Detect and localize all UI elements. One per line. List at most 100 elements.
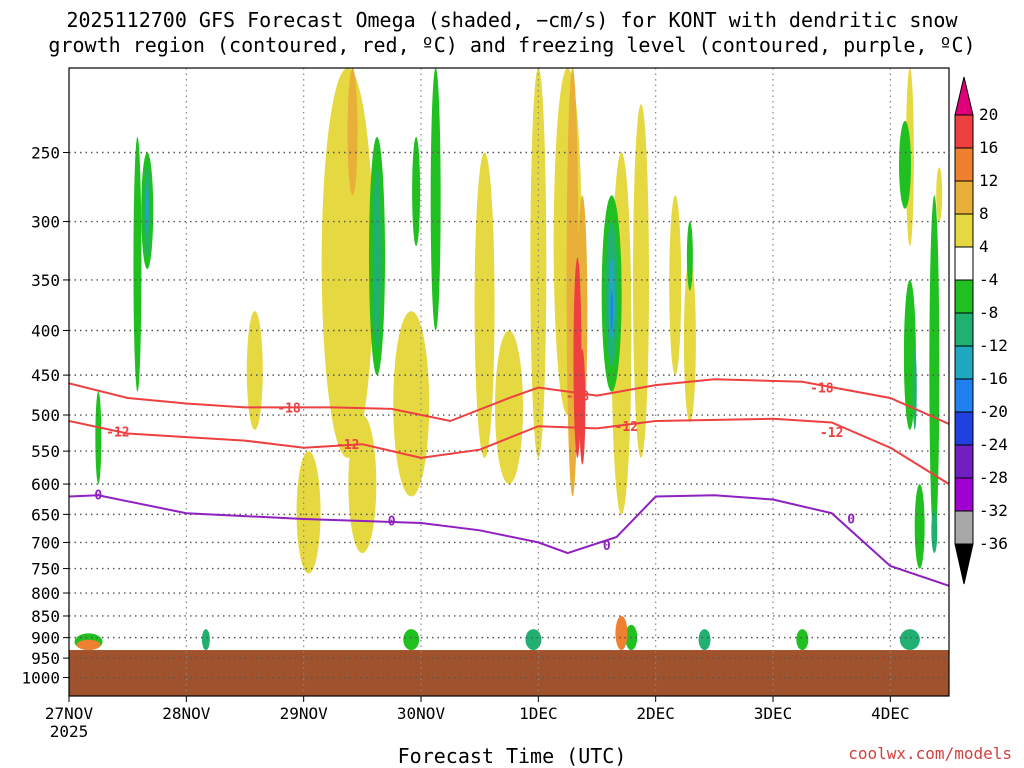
colorbar-bin-2: [954, 147, 974, 182]
y-tick-label-500: 500: [31, 406, 60, 425]
colorbar-label-9: -20: [979, 402, 1008, 421]
shade-yellow-14: [936, 167, 943, 222]
y-tick-label-750: 750: [31, 560, 60, 579]
x-tick-label-30NOV: 30NOV: [397, 704, 446, 723]
x-tick-label-29NOV: 29NOV: [280, 704, 329, 723]
shade-yellow-0: [321, 68, 374, 458]
plot-frame: [68, 67, 950, 697]
contour-label-2-3: 0: [847, 512, 855, 527]
shade-teal-1: [373, 167, 381, 349]
contour-label-0-0: -18: [277, 401, 301, 416]
x-tick-label-1DEC: 1DEC: [519, 704, 558, 723]
y-tick-label-600: 600: [31, 475, 60, 494]
shade-green-9: [914, 484, 925, 569]
y-tick-label-800: 800: [31, 584, 60, 603]
shade-yellow-2: [474, 152, 495, 458]
x-tick-label-28NOV: 28NOV: [162, 704, 211, 723]
colorbar-bin-1: [954, 114, 974, 149]
chart-title-line-1: 2025112700 GFS Forecast Omega (shaded, −…: [66, 8, 958, 32]
shade-yellow-4: [530, 68, 547, 458]
colorbar-label-12: -32: [979, 501, 1008, 520]
contour-line-1: [69, 417, 949, 485]
y-tick-label-1000: 1000: [21, 669, 60, 688]
shade-yellow-10: [348, 415, 377, 554]
shade-teal-3: [931, 508, 938, 554]
credit-text: coolwx.com/models: [848, 744, 1012, 763]
colorbar-label-13: -36: [979, 534, 1008, 553]
shade-surface-3: [525, 629, 542, 651]
contour-layer: -18 -18 -18 -12 -12 -12 -12 0 0 0 0: [69, 378, 949, 587]
axes: 250 300 350 400 450 500 550 600 650 700 750 800 850 9…: [21, 144, 909, 741]
shade-yellow-8: [669, 195, 682, 376]
y-tick-label-250: 250: [31, 144, 60, 163]
shade-blue-0: [610, 290, 613, 331]
colorbar-bin-13: [954, 510, 974, 545]
colorbar-label-6: -8: [979, 303, 998, 322]
colorbar-label-7: -12: [979, 336, 1008, 355]
shade-surface-2: [403, 629, 420, 651]
contour-label-1-1: -12: [336, 438, 359, 453]
colorbar-bin-7: [954, 312, 974, 347]
contour-label-2-0: 0: [94, 489, 102, 504]
colorbar-label-3: 8: [979, 204, 989, 223]
shade-surface-5: [698, 629, 711, 651]
x-axis-label: Forecast Time (UTC): [397, 744, 627, 768]
shade-yellow-1: [393, 311, 430, 497]
y-tick-label-650: 650: [31, 505, 60, 524]
omega-shading-layer: [74, 68, 943, 651]
shade-surface-orange-1: [615, 615, 628, 651]
contour-label-1-3: -12: [820, 426, 843, 441]
colorbar-bin-3: [954, 180, 974, 215]
below-ground-layer: [69, 650, 949, 696]
contour-label-1-0: -12: [106, 425, 129, 440]
colorbar-bin-5: [954, 246, 974, 281]
x-tick-label-4DEC: 4DEC: [871, 704, 910, 723]
contour-label-0-1: -18: [566, 390, 590, 405]
y-tick-label-700: 700: [31, 533, 60, 552]
colorbar-label-10: -24: [979, 435, 1008, 454]
shade-surface-1: [201, 629, 210, 651]
colorbar-label-5: -4: [979, 270, 998, 289]
shade-yellow-9: [296, 451, 321, 574]
shade-green-3: [430, 68, 441, 331]
shade-green-11: [95, 391, 102, 485]
colorbar-label-1: 16: [979, 138, 998, 157]
shade-green-6: [686, 221, 693, 291]
grid-lines: [69, 68, 949, 696]
y-tick-label-450: 450: [31, 366, 60, 385]
colorbar-bin-4: [954, 213, 974, 248]
x-tick-sublabel-27NOV: 2025: [50, 722, 89, 741]
shade-orange-2: [347, 68, 358, 196]
contour-line-2: [69, 494, 949, 587]
x-tick-label-2DEC: 2DEC: [636, 704, 675, 723]
y-tick-label-900: 900: [31, 629, 60, 648]
below-ground-fill: [69, 650, 949, 696]
colorbar-bin-9: [954, 378, 974, 413]
shade-yellow-7: [633, 104, 649, 458]
x-tick-label-27NOV: 27NOV: [45, 704, 94, 723]
contour-label-0-2: -18: [810, 382, 834, 397]
shade-red-1: [579, 348, 586, 465]
colorbar-bin-11: [954, 444, 974, 479]
colorbar-bin-10: [954, 411, 974, 446]
shade-surface-7: [899, 629, 920, 651]
colorbar-label-4: 4: [979, 237, 989, 256]
colorbar-bin-6: [954, 279, 974, 314]
shade-green-10: [899, 120, 911, 209]
shade-teal-4: [912, 348, 917, 430]
y-tick-label-850: 850: [31, 607, 60, 626]
shade-surface-6: [796, 629, 809, 651]
colorbar-label-8: -16: [979, 369, 1008, 388]
y-tick-label-950: 950: [31, 649, 60, 668]
shade-green-8: [929, 195, 940, 543]
y-tick-label-300: 300: [31, 213, 60, 232]
shade-cyan-1: [145, 181, 149, 234]
colorbar-bin-8: [954, 345, 974, 380]
chart-title-line-2: growth region (contoured, red, ºC) and f…: [48, 33, 976, 57]
contour-line-0: [69, 378, 949, 425]
shade-yellow-11: [246, 311, 263, 430]
shade-surface-orange-0: [76, 639, 101, 651]
colorbar-label-11: -28: [979, 468, 1008, 487]
x-tick-label-3DEC: 3DEC: [754, 704, 793, 723]
